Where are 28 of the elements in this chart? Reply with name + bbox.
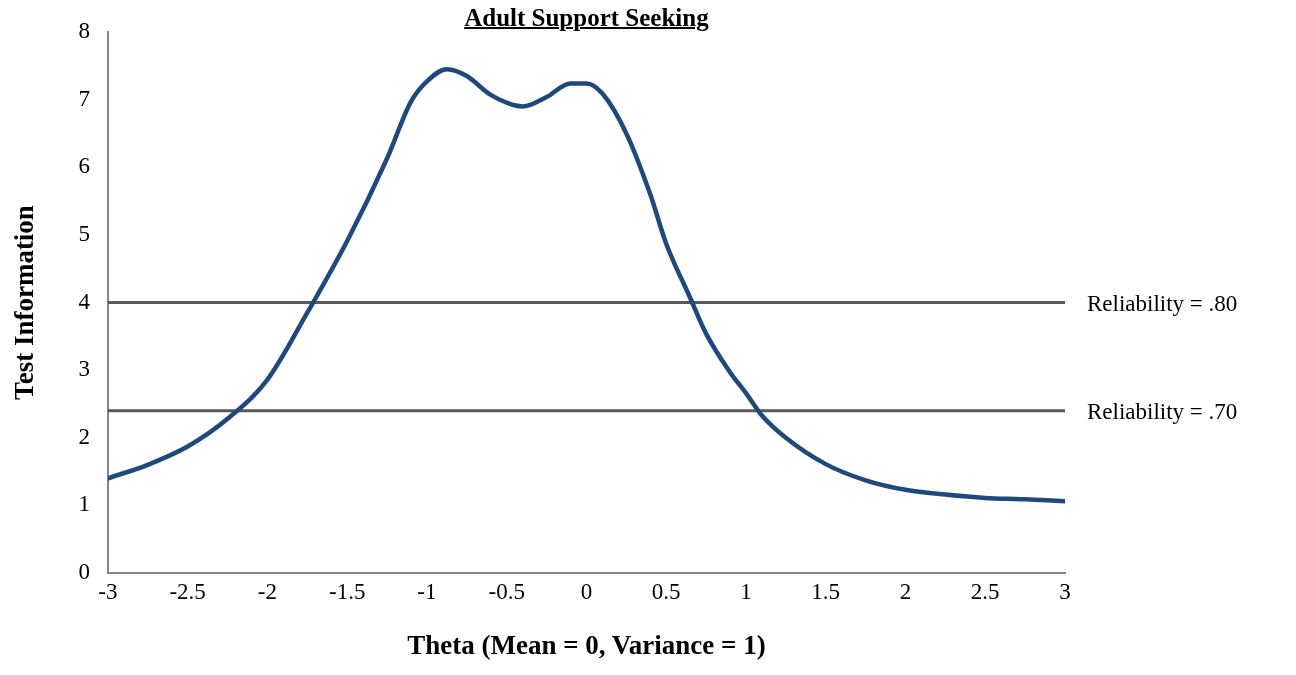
x-tick-label: 1.5 [811,578,841,604]
x-tick-label: 0.5 [651,578,681,604]
chart-title: Adult Support Seeking [464,4,709,32]
x-tick-label: -1.5 [328,578,366,604]
x-tick-label: 0 [580,578,593,604]
x-tick-label: 2 [899,578,912,604]
x-tick-label: 3 [1059,578,1071,604]
x-tick-label: -2 [257,578,277,604]
x-tick-label: 2.5 [970,578,1000,604]
ref-line-label: Reliability = .80 [1087,290,1238,316]
y-tick-label: 1 [78,491,90,517]
x-axis-title: Theta (Mean = 0, Variance = 1) [407,629,766,660]
y-axis-title: Test Information [9,205,40,400]
y-tick-label: 3 [78,356,90,382]
x-tick-label: -2.5 [169,578,206,604]
ref-line-label: Reliability = .70 [1087,398,1238,424]
y-tick-label: 8 [78,18,90,44]
x-tick-label: 1 [740,578,752,604]
y-tick-label: 2 [78,423,90,449]
y-tick-label: 5 [78,220,90,246]
x-tick-label: -1 [417,578,437,604]
y-tick-label: 7 [78,85,90,111]
y-tick-label: 0 [78,559,90,585]
x-tick-label: -0.5 [488,578,525,604]
y-tick-label: 6 [78,153,90,179]
x-tick-label: -3 [98,578,118,604]
line-series [107,66,1065,504]
y-tick-label: 4 [78,288,91,314]
